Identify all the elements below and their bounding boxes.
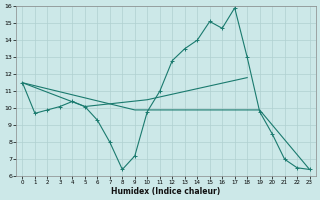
X-axis label: Humidex (Indice chaleur): Humidex (Indice chaleur) (111, 187, 221, 196)
